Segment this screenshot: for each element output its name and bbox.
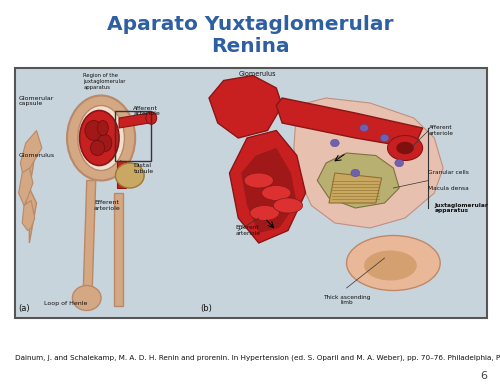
Text: Efferent
arteriole: Efferent arteriole (236, 225, 260, 236)
Polygon shape (22, 200, 34, 230)
Ellipse shape (388, 135, 422, 161)
Ellipse shape (98, 120, 108, 135)
Ellipse shape (72, 286, 101, 310)
Ellipse shape (396, 142, 414, 154)
Text: Distal
tubule: Distal tubule (134, 163, 154, 174)
Ellipse shape (364, 251, 417, 281)
Polygon shape (209, 76, 282, 138)
Text: Glomerulus: Glomerulus (238, 71, 276, 76)
Polygon shape (276, 98, 422, 148)
Text: Renina: Renina (210, 37, 290, 56)
Ellipse shape (146, 112, 156, 124)
Text: Afferent
arteriole: Afferent arteriole (428, 125, 454, 136)
Polygon shape (230, 130, 306, 243)
Polygon shape (241, 148, 297, 233)
Text: Juxtaglomerular
apparatus: Juxtaglomerular apparatus (434, 203, 488, 213)
Text: Efferent
arteriole: Efferent arteriole (94, 200, 120, 211)
Text: Macula densa: Macula densa (428, 186, 469, 191)
Polygon shape (20, 130, 42, 181)
Text: Thick ascending
limb: Thick ascending limb (323, 295, 370, 305)
Ellipse shape (244, 173, 274, 188)
Text: Loop of Henle: Loop of Henle (44, 300, 87, 305)
Ellipse shape (85, 120, 103, 141)
Polygon shape (24, 138, 36, 243)
Ellipse shape (98, 134, 112, 152)
Text: Glomerulus: Glomerulus (18, 153, 55, 158)
Ellipse shape (116, 163, 144, 188)
Ellipse shape (351, 169, 360, 177)
Text: (b): (b) (200, 304, 212, 313)
Ellipse shape (380, 134, 389, 142)
Text: Dainum, J. and Schalekamp, M. A. D. H. Renin and prorenin. In Hypertension (ed. : Dainum, J. and Schalekamp, M. A. D. H. R… (15, 355, 500, 361)
Text: Afferent
arteriole: Afferent arteriole (134, 105, 160, 116)
Text: Aparato Yuxtaglomerular: Aparato Yuxtaglomerular (107, 15, 393, 34)
Ellipse shape (262, 186, 291, 200)
Text: Granular cells: Granular cells (428, 171, 470, 176)
Ellipse shape (250, 205, 279, 220)
Ellipse shape (80, 110, 119, 166)
Bar (116, 110, 152, 161)
Text: Glomerular
capsule: Glomerular capsule (18, 95, 54, 106)
Ellipse shape (67, 95, 135, 181)
Ellipse shape (346, 235, 440, 291)
Text: 6: 6 (480, 371, 487, 381)
Polygon shape (294, 98, 443, 228)
Polygon shape (18, 168, 33, 205)
Polygon shape (114, 193, 122, 305)
Polygon shape (329, 173, 382, 203)
Text: Region of the
juxtaglomerular
apparatus: Region of the juxtaglomerular apparatus (83, 73, 126, 90)
Ellipse shape (78, 105, 124, 171)
Ellipse shape (274, 198, 302, 213)
Bar (15, 68, 487, 318)
Polygon shape (318, 153, 399, 208)
Polygon shape (119, 113, 150, 128)
Polygon shape (117, 161, 126, 188)
Polygon shape (83, 181, 96, 293)
Text: (a): (a) (18, 304, 30, 313)
Ellipse shape (90, 141, 104, 156)
Ellipse shape (360, 124, 368, 132)
Ellipse shape (330, 139, 339, 147)
Ellipse shape (395, 159, 404, 167)
